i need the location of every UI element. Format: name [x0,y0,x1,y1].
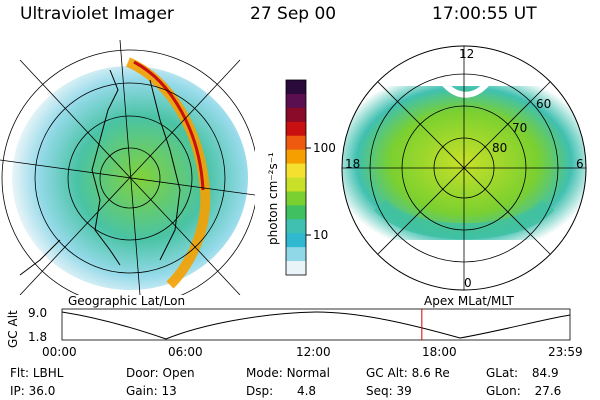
seq-label: Seq: [366,384,393,398]
mlat-label-70: 70 [512,121,528,135]
colorbar-cell [286,191,306,206]
altitude-plot-frame [61,308,571,341]
altitude-ytick-9: 9.0 [28,306,48,320]
colorbar-cell [286,261,306,276]
dsp-field: Dsp: 4.8 [246,384,316,398]
mlt-label-12: 12 [459,47,475,61]
date-label: 27 Sep 00 [250,4,337,24]
altitude-xtick-2359: 23:59 [548,345,583,359]
colorbar-cell [286,135,306,151]
colorbar-cell [286,121,306,137]
altitude-xtick-0600: 06:00 [168,345,203,359]
mlat-label-60: 60 [536,97,552,111]
coastline [19,69,181,276]
altitude-xtick-1200: 12:00 [296,345,331,359]
colorbar-cell [286,247,306,262]
glon-value: 27.6 [534,384,562,398]
flt-label: Flt: [10,366,29,380]
glon-label: GLon: [486,384,521,398]
colorbar-cell [286,163,306,178]
altitude-ylabel: GC Alt [6,310,20,348]
colorbar-tick-10: 10 [313,228,329,242]
mode-value: Normal [286,366,330,380]
time-label: 17:00:55 UT [432,4,537,24]
instrument-title: Ultraviolet Imager [20,4,174,24]
colorbar-cell [286,219,306,234]
glat-value: 84.9 [531,366,559,380]
door-value: Open [162,366,195,380]
left-auroral-oval [125,57,211,289]
gcalt-value: 8.6 Re [411,366,450,380]
door-field: Door: Open [126,366,195,380]
gcalt-label: GC Alt: [366,366,408,380]
mode-field: Mode: Normal [246,366,330,380]
gain-field: Gain: 13 [126,384,177,398]
colorbar-cell [286,233,306,248]
mlt-label-0: 0 [464,276,472,290]
colorbar-cell [286,93,306,109]
altitude-xtick-0000: 00:00 [42,345,77,359]
altitude-xtick-1800: 18:00 [422,345,457,359]
ip-field: IP: 36.0 [10,384,55,398]
ip-label: IP: [10,384,25,398]
seq-field: Seq: 39 [366,384,412,398]
glat-field: GLat: 84.9 [486,366,559,380]
mlt-label-18: 18 [345,157,361,171]
colorbar-cell [286,205,306,220]
dsp-label: Dsp: [246,384,274,398]
altitude-curve [61,311,571,340]
colorbar-cell [286,107,306,123]
colorbar-cell [286,149,306,165]
dsp-value: 4.8 [296,384,317,398]
gcalt-field: GC Alt: 8.6 Re [366,366,450,380]
gain-label: Gain: [126,384,158,398]
mlt-label-6: 6 [576,157,584,171]
gain-value: 13 [161,384,177,398]
glon-field: GLon: 27.6 [486,384,561,398]
colorbar-cell [286,177,306,192]
flt-field: Flt: LBHL [10,366,63,380]
right-map-caption: Apex MLat/MLT [424,294,514,308]
mlat-label-80: 80 [492,141,508,155]
mode-label: Mode: [246,366,283,380]
ip-value: 36.0 [28,384,56,398]
left-map-caption: Geographic Lat/Lon [68,294,186,308]
door-label: Door: [126,366,159,380]
flt-value: LBHL [32,366,64,380]
glat-label: GLat: [486,366,519,380]
colorbar-cell [286,80,306,95]
colorbar-tick-100: 100 [313,141,336,155]
altitude-ytick-1-8: 1.8 [28,330,48,344]
seq-value: 39 [396,384,412,398]
